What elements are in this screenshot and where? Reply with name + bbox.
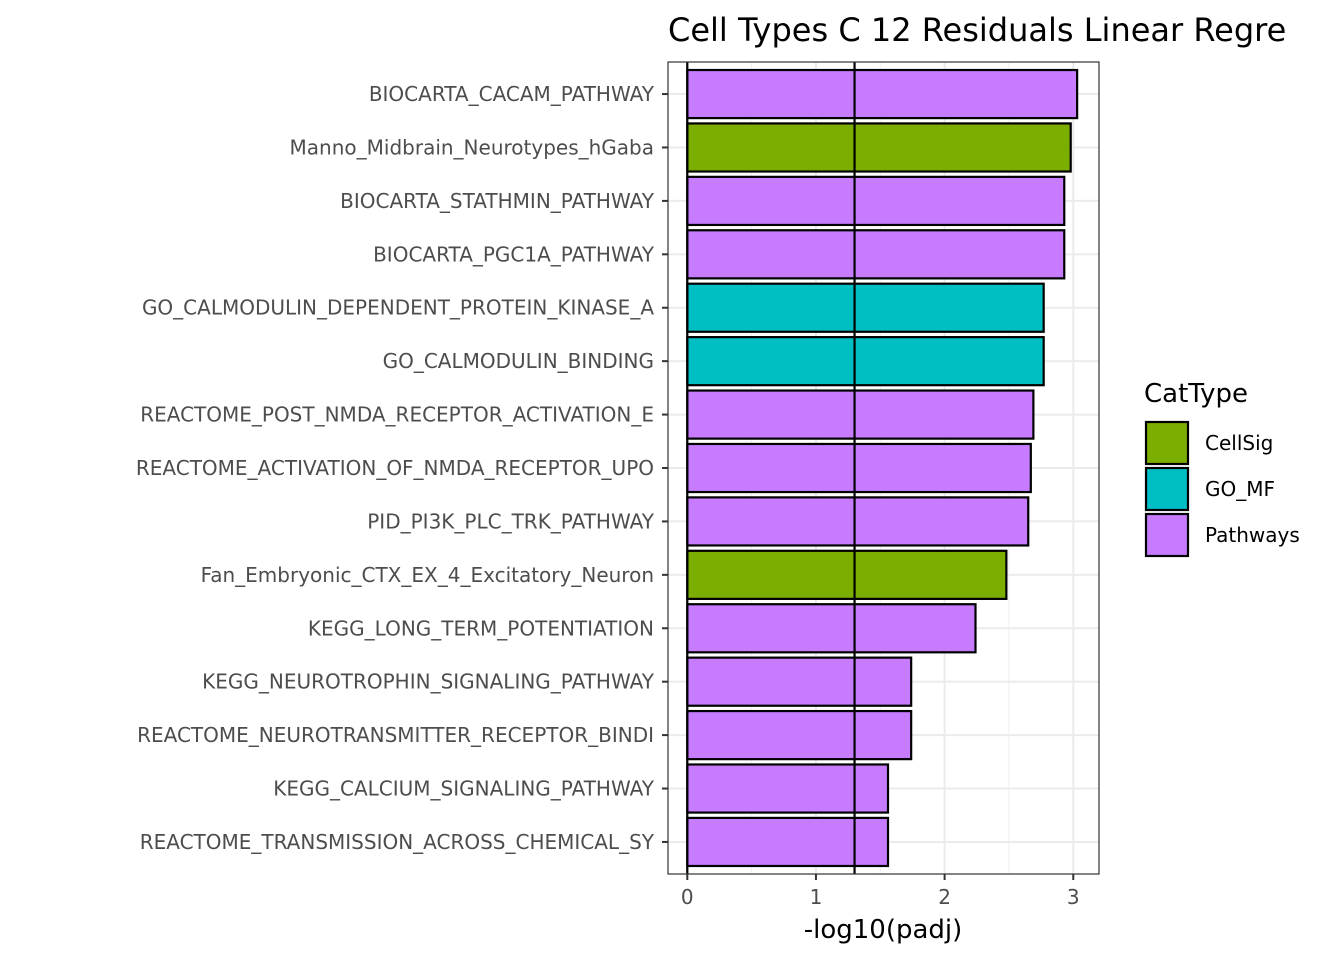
y-tick-label: REACTOME_TRANSMISSION_ACROSS_CHEMICAL_SY [140,830,655,854]
x-tick-label: 3 [1067,885,1080,909]
bar [686,68,1079,120]
x-tick-label: 0 [681,885,694,909]
y-tick-label: GO_CALMODULIN_BINDING [383,349,654,373]
bar [686,709,913,761]
bar [686,656,913,707]
legend-key [1144,466,1190,512]
y-tick-label: KEGG_CALCIUM_SIGNALING_PATHWAY [273,777,655,801]
bar [686,442,1032,494]
legend-label: Pathways [1205,523,1300,547]
y-tick-label: REACTOME_ACTIVATION_OF_NMDA_RECEPTOR_UPO [136,456,654,480]
x-tick-label: 2 [938,885,951,909]
legend-key [1144,512,1190,558]
bar [686,389,1035,440]
y-tick-label: KEGG_LONG_TERM_POTENTIATION [308,616,654,640]
y-tick-label: Fan_Embryonic_CTX_EX_4_Excitatory_Neuron [201,563,654,587]
legend-label: CellSig [1205,431,1273,455]
y-axis: BIOCARTA_CACAM_PATHWAY Manno_Midbrain_Neu… [136,82,668,854]
y-tick-label: BIOCARTA_STATHMIN_PATHWAY [340,189,655,213]
y-tick-label: PID_PI3K_PLC_TRK_PATHWAY [367,509,655,533]
legend: CatType CellSig GO_MF Pathways [1144,379,1300,558]
y-tick-label: KEGG_NEUROTROPHIN_SIGNALING_PATHWAY [202,670,655,694]
y-tick-label: GO_CALMODULIN_DEPENDENT_PROTEIN_KINASE_A [142,296,654,320]
bar [686,122,1072,173]
reference-lines [686,62,856,874]
bar [686,816,890,868]
bar [686,603,977,654]
bar [686,763,890,814]
y-tick-label: BIOCARTA_CACAM_PATHWAY [369,82,655,106]
legend-key [1144,420,1190,466]
bar [686,229,1066,280]
legend-title: CatType [1144,379,1248,409]
x-axis-title: -log10(padj) [804,915,963,945]
bar [686,282,1045,333]
bar [686,549,1008,600]
x-tick-label: 1 [810,885,823,909]
chart-title: Cell Types C 12 Residuals Linear Regre [668,11,1286,49]
bar [686,496,1030,547]
bar [686,175,1066,227]
legend-label: GO_MF [1205,477,1275,501]
y-tick-label: REACTOME_POST_NMDA_RECEPTOR_ACTIVATION_E [140,403,654,427]
bar [686,336,1045,387]
y-tick-label: Manno_Midbrain_Neurotypes_hGaba [290,135,654,159]
x-axis: 0 1 2 3 [681,874,1080,909]
y-tick-label: BIOCARTA_PGC1A_PATHWAY [373,242,655,266]
y-tick-label: REACTOME_NEUROTRANSMITTER_RECEPTOR_BINDI [137,723,654,747]
